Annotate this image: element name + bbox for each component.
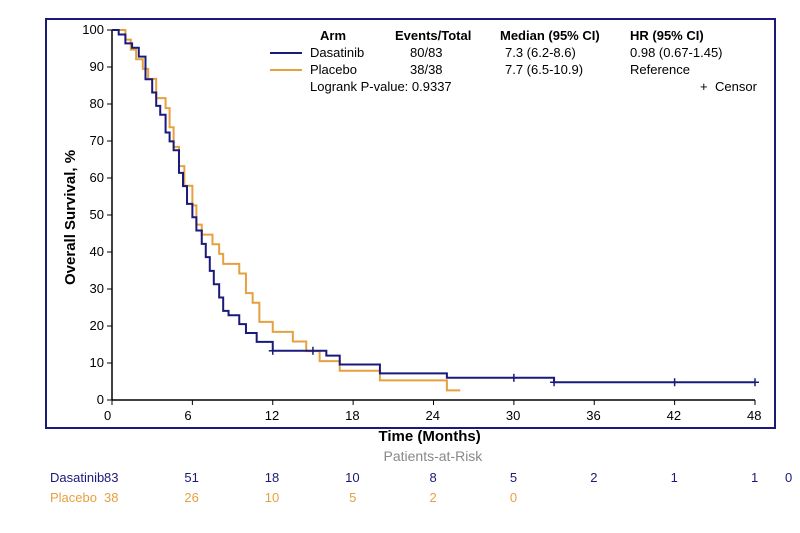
- y-tick-label: 70: [90, 133, 104, 148]
- y-tick-label: 40: [90, 244, 104, 259]
- risk-value: 10: [265, 490, 279, 505]
- legend-events: 38/38: [410, 62, 443, 77]
- km-chart: Overall Survival, % Time (Months) Patien…: [0, 0, 800, 533]
- risk-value: 51: [184, 470, 198, 485]
- legend-logrank: Logrank P-value: 0.9337: [310, 79, 452, 94]
- legend-header-hr: HR (95% CI): [630, 28, 704, 43]
- legend-hr: Reference: [630, 62, 690, 77]
- legend-arm: Dasatinib: [310, 45, 364, 60]
- y-tick-label: 80: [90, 96, 104, 111]
- legend-censor-marker: +: [700, 79, 708, 94]
- y-axis-label: Overall Survival, %: [62, 150, 79, 285]
- x-tick-label: 18: [345, 408, 359, 423]
- risk-value: 2: [590, 470, 597, 485]
- censor-marker: [309, 347, 317, 355]
- risk-value: 83: [104, 470, 118, 485]
- risk-value: 0: [785, 470, 792, 485]
- risk-value: 5: [349, 490, 356, 505]
- risk-value: 8: [430, 470, 437, 485]
- censor-marker: [751, 378, 759, 386]
- risk-row-label: Placebo: [50, 490, 97, 505]
- legend-median: 7.7 (6.5-10.9): [505, 62, 583, 77]
- y-tick-label: 0: [97, 392, 104, 407]
- censor-marker: [269, 347, 277, 355]
- risk-value: 5: [510, 470, 517, 485]
- y-tick-label: 90: [90, 59, 104, 74]
- y-tick-label: 100: [82, 22, 104, 37]
- risk-value: 10: [345, 470, 359, 485]
- risk-value: 18: [265, 470, 279, 485]
- x-tick-label: 6: [184, 408, 191, 423]
- legend-censor-label: Censor: [715, 79, 757, 94]
- x-tick-label: 42: [667, 408, 681, 423]
- y-tick-label: 30: [90, 281, 104, 296]
- x-axis-label: Time (Months): [379, 428, 481, 445]
- risk-value: 1: [751, 470, 758, 485]
- legend-header-arm: Arm: [320, 28, 346, 43]
- risk-value: 26: [184, 490, 198, 505]
- y-tick-label: 20: [90, 318, 104, 333]
- x-tick-label: 12: [265, 408, 279, 423]
- legend-line-dasatinib: [270, 52, 302, 54]
- x-tick-label: 0: [104, 408, 111, 423]
- legend-events: 80/83: [410, 45, 443, 60]
- legend-hr: 0.98 (0.67-1.45): [630, 45, 723, 60]
- legend-header-events: Events/Total: [395, 28, 471, 43]
- risk-value: 2: [430, 490, 437, 505]
- y-tick-label: 10: [90, 355, 104, 370]
- x-tick-label: 36: [586, 408, 600, 423]
- x-tick-label: 30: [506, 408, 520, 423]
- risk-value: 38: [104, 490, 118, 505]
- risk-row-label: Dasatinib: [50, 470, 104, 485]
- censor-marker: [550, 378, 558, 386]
- y-tick-label: 60: [90, 170, 104, 185]
- legend-line-placebo: [270, 69, 302, 71]
- censor-marker: [510, 374, 518, 382]
- risk-value: 0: [510, 490, 517, 505]
- risk-value: 1: [671, 470, 678, 485]
- risk-table-title: Patients-at-Risk: [384, 448, 483, 464]
- legend-header-median: Median (95% CI): [500, 28, 600, 43]
- legend-arm: Placebo: [310, 62, 357, 77]
- x-tick-label: 48: [747, 408, 761, 423]
- y-tick-label: 50: [90, 207, 104, 222]
- censor-marker: [671, 378, 679, 386]
- x-tick-label: 24: [426, 408, 440, 423]
- legend-median: 7.3 (6.2-8.6): [505, 45, 576, 60]
